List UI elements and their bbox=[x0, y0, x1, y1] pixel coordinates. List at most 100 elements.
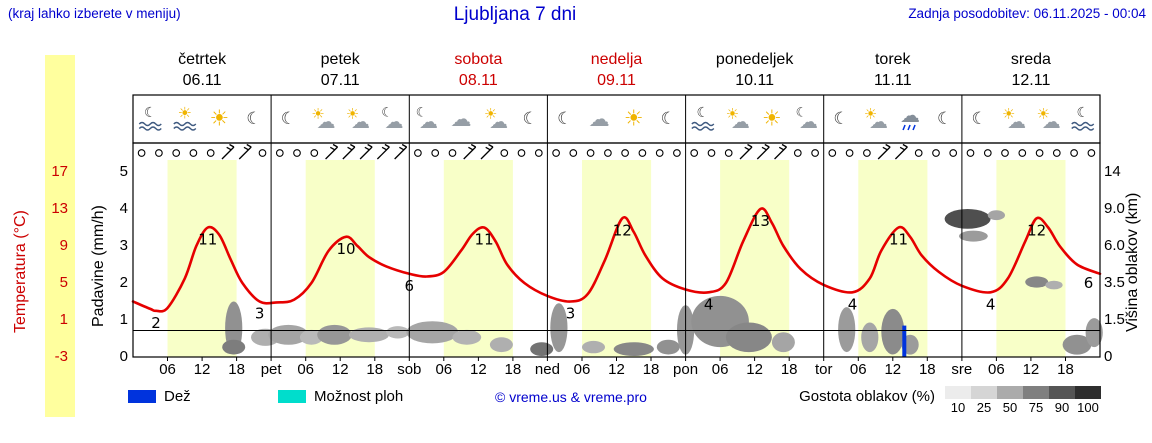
day-date: 08.11 bbox=[458, 72, 498, 89]
svg-text:2: 2 bbox=[151, 314, 161, 332]
svg-text:☀: ☀ bbox=[209, 107, 229, 132]
hour-label: 12 bbox=[1022, 361, 1040, 378]
cloud-height-tick: 9.0 bbox=[1104, 200, 1125, 217]
cloud-density-value: 50 bbox=[1002, 400, 1018, 415]
svg-text:☀: ☀ bbox=[346, 105, 359, 123]
svg-text:11: 11 bbox=[475, 231, 494, 249]
day-abbr-label: pet bbox=[260, 361, 282, 378]
hour-label: 18 bbox=[504, 361, 522, 378]
svg-text:☁: ☁ bbox=[316, 111, 335, 133]
svg-text:☾: ☾ bbox=[833, 109, 848, 129]
svg-text:☾: ☾ bbox=[381, 106, 393, 121]
hour-label: 06 bbox=[435, 361, 453, 378]
hour-label: 06 bbox=[988, 361, 1005, 378]
cloud-density-segment bbox=[1049, 386, 1075, 399]
hour-label: 06 bbox=[849, 361, 867, 378]
svg-text:☁: ☁ bbox=[451, 107, 472, 131]
day-name: petek bbox=[320, 51, 360, 68]
svg-text:☀: ☀ bbox=[624, 107, 644, 132]
temperature-tick: 1 bbox=[59, 311, 68, 328]
svg-text:☀: ☀ bbox=[484, 105, 497, 123]
svg-text:☀: ☀ bbox=[864, 105, 877, 123]
svg-text:☁: ☁ bbox=[419, 111, 438, 133]
cloud-density-segment bbox=[1023, 386, 1049, 399]
svg-text:☁: ☁ bbox=[1007, 111, 1026, 133]
precipitation-tick: 5 bbox=[119, 163, 128, 180]
svg-text:☾: ☾ bbox=[416, 106, 428, 121]
svg-text:☾: ☾ bbox=[972, 109, 987, 129]
svg-text:☀: ☀ bbox=[178, 104, 192, 123]
day-abbr-label: pon bbox=[673, 361, 699, 378]
svg-text:☁: ☁ bbox=[351, 111, 370, 133]
hour-label: 12 bbox=[193, 361, 211, 378]
copyright-link[interactable]: © vreme.us & vreme.pro bbox=[495, 389, 647, 405]
menu-hint-text: (kraj lahko izberete v meniju) bbox=[8, 6, 181, 21]
svg-text:☾: ☾ bbox=[796, 106, 808, 121]
day-name: sreda bbox=[1010, 51, 1051, 68]
svg-text:3: 3 bbox=[566, 305, 576, 323]
precipitation-tick: 1 bbox=[119, 311, 128, 328]
hour-label: 12 bbox=[746, 361, 763, 378]
svg-text:12: 12 bbox=[613, 221, 632, 239]
hour-label: 18 bbox=[366, 361, 384, 378]
cloud-density-value: 100 bbox=[1077, 400, 1099, 415]
cloud-density-value: 25 bbox=[976, 400, 992, 415]
svg-text:☁: ☁ bbox=[385, 111, 404, 133]
precipitation-tick: 0 bbox=[119, 348, 128, 365]
cloud-height-tick: 6.0 bbox=[1104, 237, 1125, 254]
cloud-density-scale: 10 25 50 75 90 100 bbox=[945, 386, 1101, 415]
svg-text:☾: ☾ bbox=[144, 105, 157, 121]
svg-text:☾: ☾ bbox=[281, 109, 296, 129]
svg-text:☾: ☾ bbox=[697, 105, 710, 121]
day-abbr-label: ned bbox=[534, 361, 560, 378]
temperature-scale-strip bbox=[45, 55, 75, 417]
svg-text:3: 3 bbox=[255, 305, 265, 323]
temperature-tick: 13 bbox=[51, 200, 68, 217]
precipitation-tick: 2 bbox=[119, 274, 128, 291]
hour-label: 12 bbox=[331, 361, 349, 378]
temperature-tick: 5 bbox=[59, 274, 68, 291]
svg-text:10: 10 bbox=[336, 240, 355, 258]
rain-bars bbox=[902, 325, 907, 357]
precipitation-tick: 3 bbox=[119, 237, 128, 254]
hour-label: 12 bbox=[470, 361, 487, 378]
svg-text:☁: ☁ bbox=[589, 107, 610, 131]
svg-text:☾: ☾ bbox=[661, 109, 676, 129]
cloud-density-segment bbox=[1075, 386, 1101, 399]
hour-label: 18 bbox=[1057, 361, 1074, 378]
svg-text:11: 11 bbox=[889, 231, 908, 249]
rain-legend-swatch bbox=[128, 390, 156, 403]
day-date: 11.11 bbox=[873, 72, 912, 89]
day-abbr-label: sob bbox=[397, 361, 422, 378]
svg-text:☾: ☾ bbox=[1076, 105, 1089, 121]
cloud-density-value: 10 bbox=[950, 400, 966, 415]
svg-text:13: 13 bbox=[751, 212, 770, 230]
svg-text:☀: ☀ bbox=[311, 105, 324, 123]
cloud-blobs bbox=[222, 209, 1103, 356]
svg-text:☁: ☁ bbox=[1042, 111, 1061, 133]
svg-text:11: 11 bbox=[198, 231, 217, 249]
svg-text:☾: ☾ bbox=[246, 109, 261, 129]
svg-text:☾: ☾ bbox=[937, 109, 952, 129]
svg-text:☀: ☀ bbox=[726, 105, 739, 123]
svg-text:☁: ☁ bbox=[489, 111, 508, 133]
cloud-density-segment bbox=[971, 386, 997, 399]
day-date: 10.11 bbox=[735, 72, 775, 89]
hour-label: 18 bbox=[642, 361, 660, 378]
cloud-height-tick: 14 bbox=[1104, 163, 1121, 180]
temperature-curve bbox=[131, 207, 1102, 313]
hour-label: 18 bbox=[780, 361, 798, 378]
page-title: Ljubljana 7 dni bbox=[453, 4, 577, 25]
svg-text:☁: ☁ bbox=[799, 111, 818, 133]
cloud-height-tick: 3.5 bbox=[1104, 274, 1125, 291]
cloud-cover-row bbox=[137, 143, 1096, 160]
day-name: četrtek bbox=[178, 51, 227, 68]
day-date: 07.11 bbox=[320, 72, 360, 89]
svg-text:☀: ☀ bbox=[1002, 105, 1015, 123]
day-abbr-label: sre bbox=[951, 361, 973, 378]
svg-text:☀: ☀ bbox=[1036, 105, 1049, 123]
weather-icons: ☾ ☀ ☀ ☾ ☾ ☀☁ ☀☁ ☾☁ ☾☁ ☁ ☀☁ ☾ ☾ ☁ ☀ ☾ ☾ ☀☁ ☀ ☾☁ ☾ ☀☁ ☁ ☾ ☾ ☀☁ ☀☁ ☾ bbox=[138, 103, 1095, 133]
showers-legend-label: Možnost ploh bbox=[314, 388, 404, 405]
